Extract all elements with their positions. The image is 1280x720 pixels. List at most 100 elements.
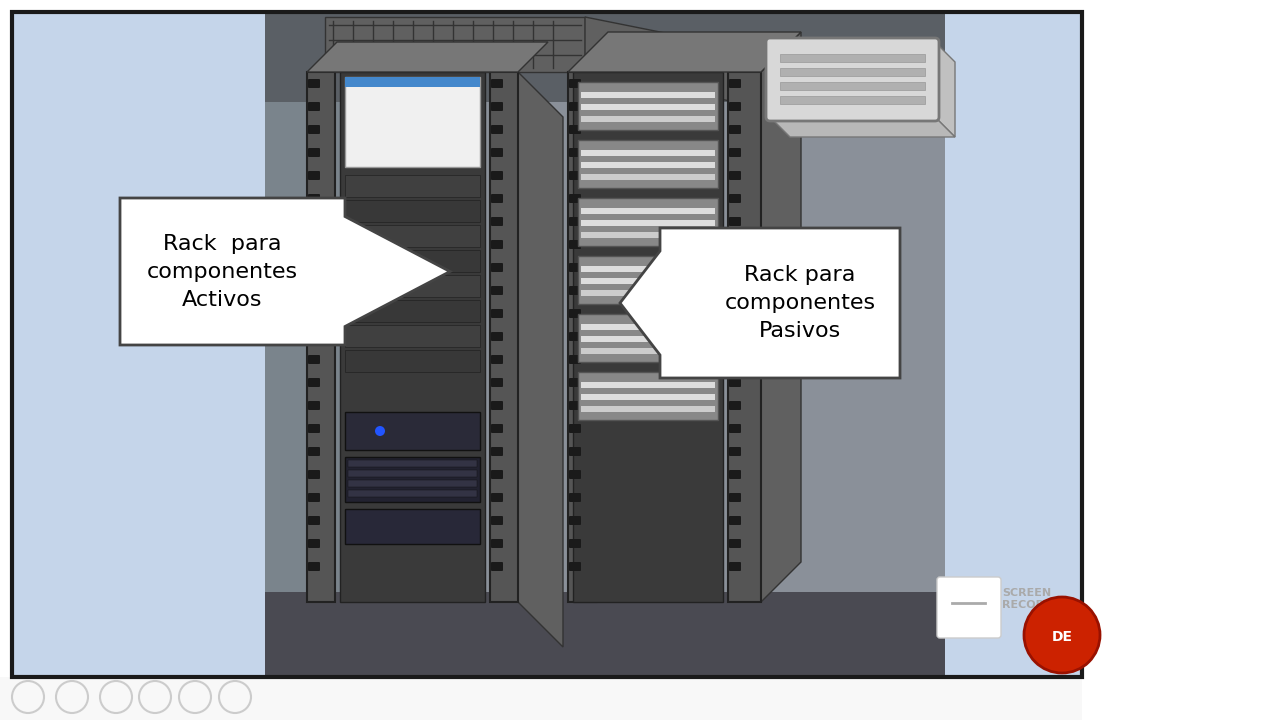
- Bar: [340, 72, 485, 602]
- Bar: [346, 225, 480, 247]
- Bar: [581, 116, 716, 122]
- Bar: [581, 290, 716, 296]
- FancyBboxPatch shape: [308, 332, 320, 341]
- FancyBboxPatch shape: [492, 447, 503, 456]
- FancyBboxPatch shape: [492, 309, 503, 318]
- FancyBboxPatch shape: [492, 240, 503, 249]
- Bar: [581, 104, 716, 110]
- FancyBboxPatch shape: [730, 240, 741, 249]
- Bar: [346, 250, 480, 272]
- Bar: [581, 220, 716, 226]
- FancyBboxPatch shape: [730, 378, 741, 387]
- Bar: [780, 68, 925, 76]
- Text: Rack para
componentes
Pasivos: Rack para componentes Pasivos: [724, 265, 876, 341]
- FancyBboxPatch shape: [308, 447, 320, 456]
- FancyBboxPatch shape: [730, 125, 741, 134]
- FancyBboxPatch shape: [308, 217, 320, 226]
- FancyBboxPatch shape: [730, 424, 741, 433]
- FancyBboxPatch shape: [570, 148, 581, 157]
- Bar: [346, 350, 480, 372]
- FancyBboxPatch shape: [308, 378, 320, 387]
- FancyBboxPatch shape: [730, 286, 741, 295]
- Text: SCREEN
RECORDER: SCREEN RECORDER: [1002, 588, 1070, 610]
- FancyBboxPatch shape: [308, 516, 320, 525]
- Polygon shape: [620, 228, 900, 378]
- Bar: [780, 82, 925, 90]
- FancyBboxPatch shape: [570, 470, 581, 479]
- Bar: [346, 200, 480, 222]
- FancyBboxPatch shape: [492, 539, 503, 548]
- Bar: [581, 266, 716, 272]
- FancyBboxPatch shape: [570, 355, 581, 364]
- FancyBboxPatch shape: [492, 125, 503, 134]
- Bar: [490, 72, 518, 602]
- Polygon shape: [771, 117, 955, 137]
- Bar: [346, 412, 480, 450]
- FancyBboxPatch shape: [570, 263, 581, 272]
- FancyBboxPatch shape: [570, 309, 581, 318]
- Bar: [346, 509, 480, 544]
- FancyBboxPatch shape: [570, 217, 581, 226]
- FancyBboxPatch shape: [730, 309, 741, 318]
- FancyBboxPatch shape: [308, 424, 320, 433]
- FancyBboxPatch shape: [730, 263, 741, 272]
- FancyBboxPatch shape: [570, 332, 581, 341]
- FancyBboxPatch shape: [730, 562, 741, 571]
- FancyBboxPatch shape: [492, 263, 503, 272]
- FancyBboxPatch shape: [308, 309, 320, 318]
- Bar: [581, 92, 716, 98]
- FancyBboxPatch shape: [308, 562, 320, 571]
- FancyBboxPatch shape: [570, 447, 581, 456]
- FancyBboxPatch shape: [492, 378, 503, 387]
- Bar: [579, 372, 718, 420]
- Bar: [348, 490, 477, 497]
- Bar: [581, 406, 716, 412]
- Polygon shape: [120, 198, 451, 345]
- FancyBboxPatch shape: [730, 470, 741, 479]
- Bar: [348, 460, 477, 467]
- Bar: [579, 314, 718, 362]
- FancyBboxPatch shape: [308, 263, 320, 272]
- FancyBboxPatch shape: [570, 424, 581, 433]
- FancyBboxPatch shape: [730, 102, 741, 111]
- Bar: [579, 256, 718, 304]
- FancyBboxPatch shape: [308, 79, 320, 88]
- FancyBboxPatch shape: [730, 447, 741, 456]
- Bar: [579, 82, 718, 130]
- FancyBboxPatch shape: [570, 401, 581, 410]
- FancyBboxPatch shape: [308, 171, 320, 180]
- Bar: [346, 77, 480, 87]
- Bar: [0, 677, 1280, 720]
- FancyBboxPatch shape: [730, 355, 741, 364]
- FancyBboxPatch shape: [730, 493, 741, 502]
- Polygon shape: [307, 42, 548, 72]
- Bar: [325, 17, 585, 72]
- Polygon shape: [762, 32, 801, 602]
- Bar: [573, 72, 723, 602]
- Bar: [780, 96, 925, 104]
- FancyBboxPatch shape: [308, 286, 320, 295]
- FancyBboxPatch shape: [492, 286, 503, 295]
- FancyBboxPatch shape: [730, 332, 741, 341]
- Polygon shape: [585, 17, 735, 102]
- Bar: [581, 336, 716, 342]
- FancyBboxPatch shape: [570, 194, 581, 203]
- FancyBboxPatch shape: [570, 171, 581, 180]
- FancyBboxPatch shape: [308, 194, 320, 203]
- Bar: [579, 198, 718, 246]
- FancyBboxPatch shape: [570, 562, 581, 571]
- FancyBboxPatch shape: [730, 194, 741, 203]
- Bar: [346, 77, 480, 167]
- FancyBboxPatch shape: [570, 516, 581, 525]
- Bar: [12, 12, 1082, 677]
- FancyBboxPatch shape: [570, 240, 581, 249]
- Bar: [265, 592, 945, 677]
- FancyBboxPatch shape: [308, 355, 320, 364]
- FancyBboxPatch shape: [730, 171, 741, 180]
- FancyBboxPatch shape: [492, 194, 503, 203]
- FancyBboxPatch shape: [570, 539, 581, 548]
- FancyBboxPatch shape: [492, 355, 503, 364]
- Circle shape: [1024, 597, 1100, 673]
- Polygon shape: [265, 12, 445, 677]
- FancyBboxPatch shape: [765, 38, 940, 121]
